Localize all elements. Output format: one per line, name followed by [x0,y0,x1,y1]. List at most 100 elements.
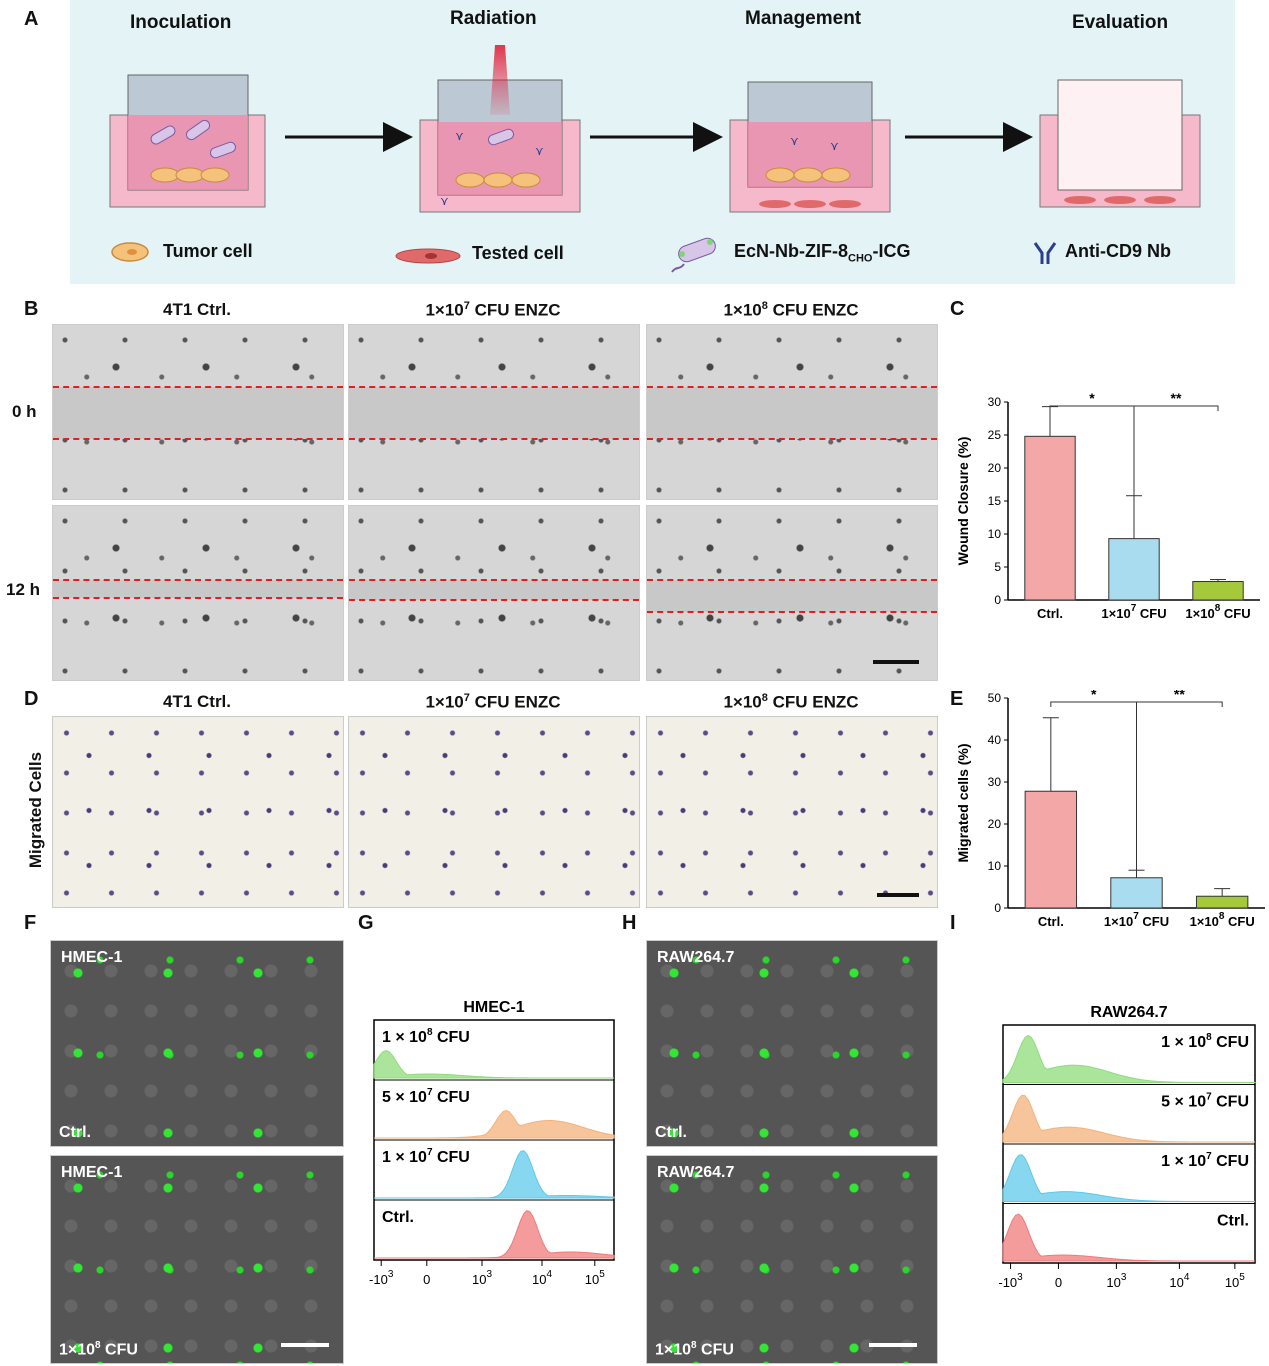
scratch-image-ctrl-0h [52,324,344,500]
step-title-radiation: Radiation [450,8,537,29]
step-title-management: Management [745,8,862,29]
b-col-title-2: 1×107 CFU ENZC [425,300,561,320]
well-evaluation [1039,79,1201,208]
histogram-series [374,1109,615,1139]
svg-text:⋎: ⋎ [830,139,839,153]
panel-label-d: D [24,688,39,710]
x-tick-label: 0 [1055,1275,1062,1290]
panel-label-i: I [950,912,956,934]
chart-flow-raw: RAW264.7 1 × 108 CFU 5 × 107 CFU 1 × 107 CF… [998,1004,1256,1290]
panel-label-b: B [24,298,39,320]
panel-label-c: C [950,298,965,320]
fluorescence-image-raw-ctrl: RAW264.7 Ctrl. [646,940,938,1147]
svg-text:⋎: ⋎ [440,194,449,208]
d-row-label: Migrated Cells [26,751,45,869]
bar [1024,435,1076,601]
significance-label: * [1089,390,1095,406]
histogram-series [1002,1154,1255,1202]
step-title-evaluation: Evaluation [1072,12,1169,33]
legend-ecn-subscript: CHO [848,252,873,265]
scratch-image-1e8-0h [646,324,938,500]
x-tick-label: 103 [1106,1272,1126,1290]
b-col-title-1: 4T1 Ctrl. [162,300,232,319]
x-tick-label: 104 [1169,1272,1189,1290]
scale-bar-d [877,893,919,897]
scratch-image-1e8-12h [646,505,938,681]
image-cond-raw-1e8: 1×108 CFU [655,1339,734,1358]
x-tick-label: 104 [532,1269,552,1287]
legend-ecn: EcN-Nb-ZIF-8CHO-ICG [734,241,910,265]
series-label: 1 × 108 CFU [382,1027,470,1046]
transwell-image-1e7 [348,716,640,908]
panel-label-a: A [24,8,39,30]
transwell-image-1e8 [646,716,938,908]
workflow-diagram: ⋎ ⋎ ⋎ ⋎ ⋎ [109,45,1201,213]
transwell-image-ctrl [52,716,344,908]
bar [1192,581,1244,601]
y-tick-label: 25 [988,428,1002,442]
scratch-image-1e7-0h [348,324,640,500]
svg-text:⋎: ⋎ [790,134,799,148]
significance-label: ** [1174,690,1185,702]
antibody-icon [1033,242,1057,264]
svg-text:⋎: ⋎ [535,144,544,158]
y-axis-label: Wound Closure (%) [955,437,971,566]
scale-bar-h [869,1343,917,1347]
d-col-title-1: 4T1 Ctrl. [162,692,232,711]
y-axis-label: Migrated cells (%) [955,743,971,862]
series-label: 5 × 107 CFU [382,1087,470,1106]
chart-flow-hmec: HMEC-1 1 × 108 CFU 5 × 107 CFU 1 × 107 CFU C… [369,999,615,1287]
step-title-inoculation: Inoculation [130,12,232,33]
well-radiation: ⋎ ⋎ ⋎ [419,45,581,213]
chart-wound-closure: 0 5 10 15 20 25 30 Wound Closure (%) Ctrl. 1×107 … [955,390,1260,621]
image-tag-hmec-bottom: HMEC-1 [61,1164,123,1181]
d-col-title-2: 1×107 CFU ENZC [425,692,561,712]
panel-label-h: H [622,912,637,934]
legend-ecn-prefix: EcN-Nb-ZIF-8 [734,241,848,261]
histogram-series [373,1049,614,1079]
x-tick-label: -103 [998,1272,1023,1290]
x-tick-label: 105 [585,1269,605,1287]
legend-tumor-cell: Tumor cell [163,241,253,261]
chart-title: RAW264.7 [1090,1004,1167,1021]
x-tick-label: Ctrl. [1037,606,1063,621]
series-label: Ctrl. [1217,1213,1249,1230]
histogram-series [1002,1034,1256,1083]
fluorescence-image-hmec-1e8: HMEC-1 1×108 CFU [50,1155,344,1364]
x-tick-label: -103 [369,1269,394,1287]
x-tick-label: 1×107 CFU [1101,603,1166,621]
y-tick-label: 30 [988,395,1002,409]
legend-ecn-suffix: -ICG [872,241,911,261]
chart-migrated-cells: 0 10 20 30 40 50 Migrated cells (%) Ctrl. 1×107 … [955,690,1265,929]
b-row-label-12h: 12 h [6,580,41,599]
scratch-image-ctrl-12h [52,505,344,681]
x-tick-label: 1×107 CFU [1104,911,1169,929]
well-management: ⋎ ⋎ [729,81,891,213]
histogram-series [374,1209,615,1259]
panel-label-e: E [950,688,964,710]
image-tag-raw-bottom: RAW264.7 [657,1164,735,1181]
image-tag-raw-top: RAW264.7 [657,949,735,966]
significance-label: ** [1171,390,1182,406]
series-label: 1 × 108 CFU [1161,1032,1249,1051]
panel-label-g: G [358,912,374,934]
histogram-series [1002,1094,1255,1143]
tumor-cell-icon [111,242,149,262]
b-col-title-3: 1×108 CFU ENZC [723,300,859,320]
y-tick-label: 20 [988,461,1002,475]
scale-bar-f [281,1343,329,1347]
image-cond-raw-ctrl: Ctrl. [655,1124,687,1141]
fluorescence-image-raw-1e8: RAW264.7 1×108 CFU [646,1155,938,1364]
histogram-series [374,1150,615,1199]
chart-title: HMEC-1 [463,999,524,1016]
ecn-nanoparticle-icon [671,237,716,273]
x-tick-label: Ctrl. [1038,914,1064,929]
d-col-title-3: 1×108 CFU ENZC [723,692,859,712]
bar [1195,895,1249,909]
bar [1110,877,1163,909]
svg-text:⋎: ⋎ [455,129,464,143]
y-tick-label: 50 [988,691,1002,705]
y-tick-label: 10 [988,859,1002,873]
x-tick-label: 1×108 CFU [1190,911,1255,929]
x-tick-label: 1×108 CFU [1185,603,1250,621]
